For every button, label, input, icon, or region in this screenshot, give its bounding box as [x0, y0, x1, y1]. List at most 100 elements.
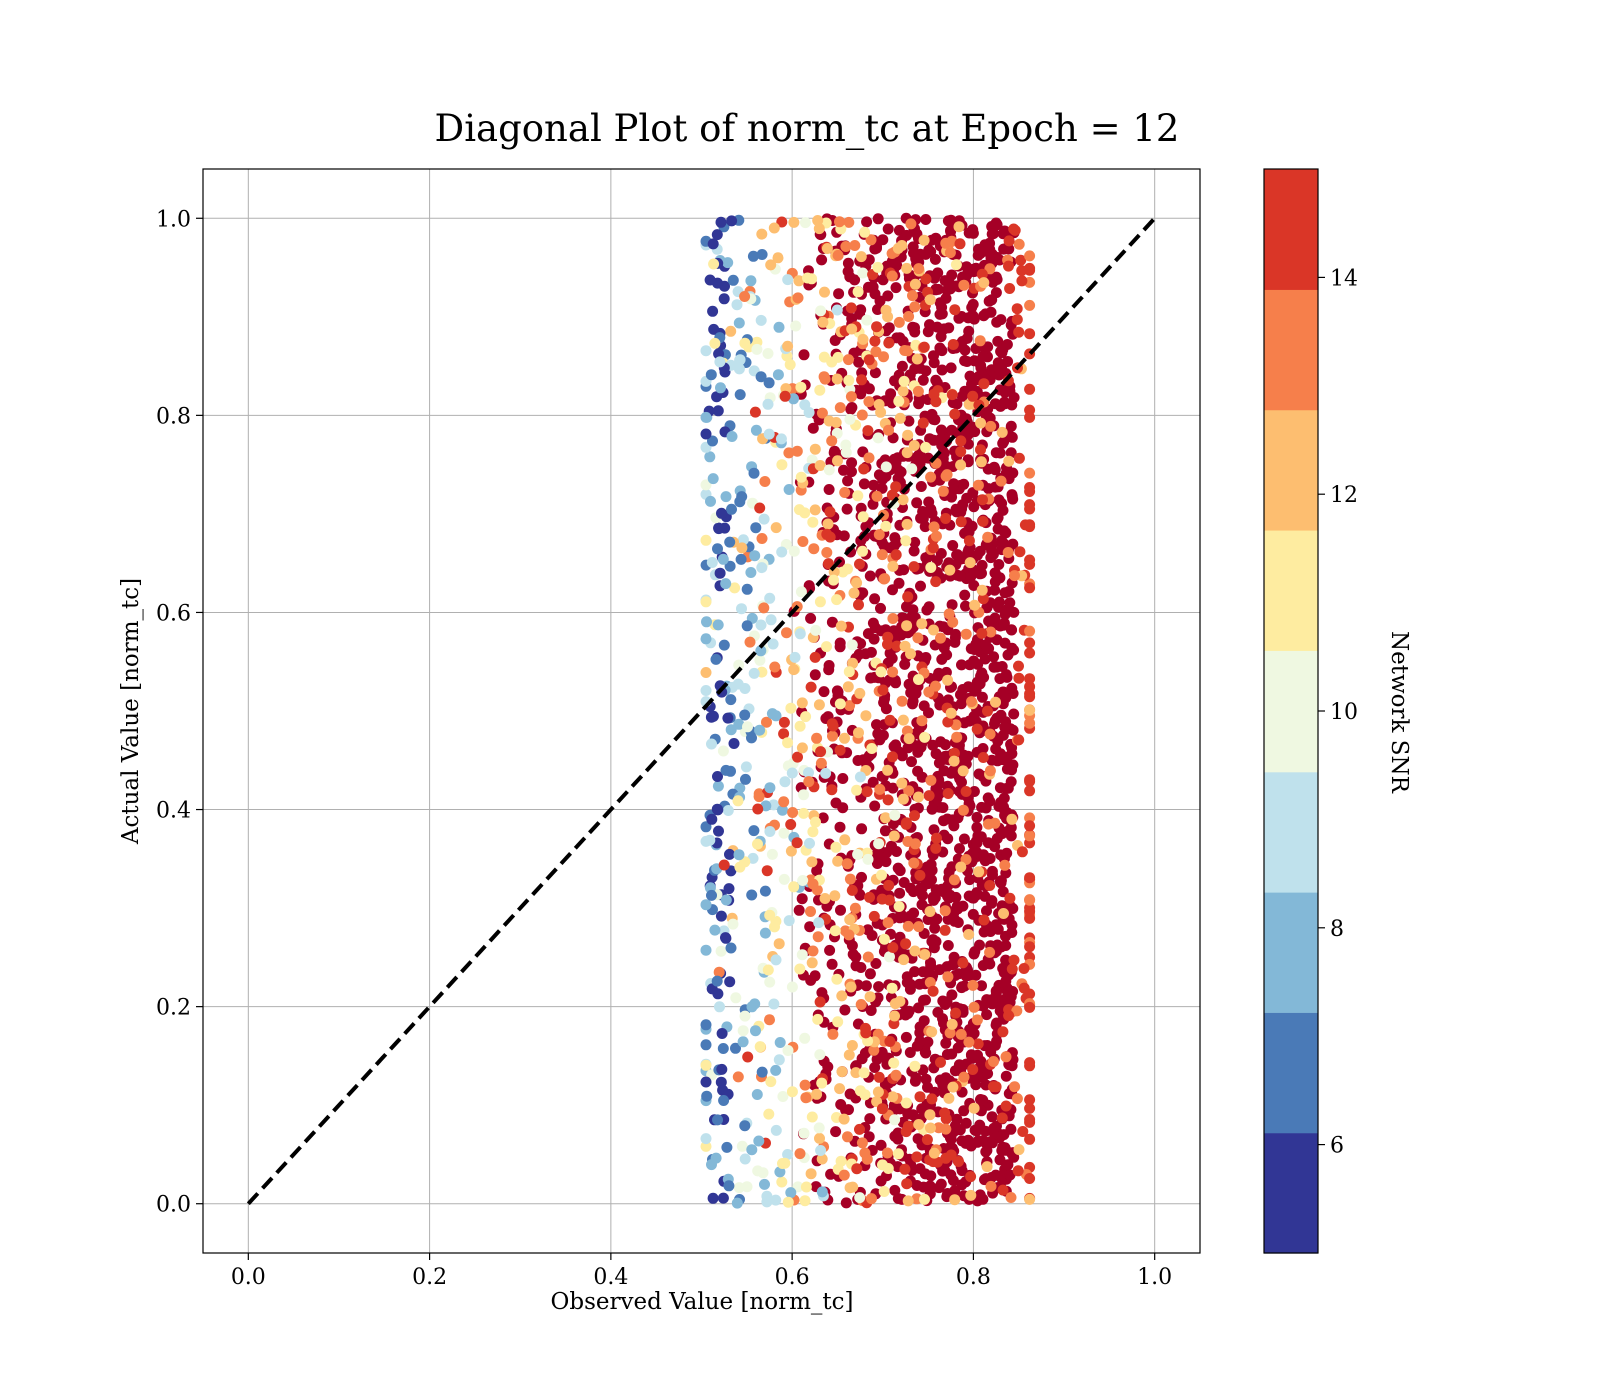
scatter-point [755, 371, 767, 383]
scatter-point [861, 786, 873, 798]
scatter-point [987, 276, 999, 288]
scatter-point [926, 803, 938, 815]
scatter-point [902, 742, 914, 754]
scatter-point [910, 1072, 922, 1084]
scatter-point [907, 241, 919, 253]
diagonal-reference-line [246, 216, 1157, 1206]
scatter-point [701, 1090, 713, 1102]
scatter-point [768, 222, 780, 234]
scatter-point [889, 1114, 901, 1126]
scatter-point [806, 856, 818, 868]
scatter-point [1005, 447, 1017, 459]
scatter-point [978, 378, 990, 390]
scatter-point [700, 1133, 712, 1145]
scatter-point [883, 879, 895, 891]
scatter-point [843, 374, 855, 386]
scatter-point [861, 216, 873, 228]
scatter-point [935, 632, 946, 644]
scatter-point [710, 1152, 722, 1164]
scatter-point [720, 894, 732, 906]
scatter-point [882, 311, 894, 323]
scatter-point [908, 561, 920, 573]
scatter-point [985, 626, 997, 638]
scatter-point [941, 1049, 953, 1060]
scatter-point [734, 354, 746, 366]
scatter-point [989, 464, 1001, 476]
scatter-point [933, 1182, 945, 1194]
scatter-point [953, 312, 965, 324]
scatter-point [965, 1189, 977, 1201]
scatter-point [982, 705, 993, 717]
scatter-point [959, 344, 971, 356]
scatter-point [940, 513, 952, 524]
scatter-point [737, 1025, 749, 1037]
scatter-point [913, 791, 924, 803]
scatter-point [707, 710, 719, 722]
scatter-point [776, 459, 788, 471]
scatter-point [706, 557, 718, 568]
scatter-point [954, 570, 966, 582]
scatter-point [975, 359, 987, 371]
scatter-point [878, 1186, 890, 1197]
scatter-point [700, 821, 712, 833]
scatter-point [832, 455, 843, 467]
scatter-point [796, 697, 808, 709]
scatter-point [791, 445, 803, 457]
scatter-point [986, 865, 998, 877]
scatter-point [712, 543, 723, 555]
scatter-point [996, 535, 1008, 547]
scatter-point [811, 732, 823, 744]
scatter-point [924, 906, 936, 917]
scatter-point [910, 253, 922, 265]
scatter-point [927, 934, 939, 946]
scatter-point [894, 865, 906, 877]
scatter-point [971, 1014, 983, 1026]
scatter-point [756, 1066, 768, 1078]
scatter-point [709, 337, 721, 349]
scatter-point [900, 938, 912, 950]
scatter-point [834, 698, 846, 710]
scatter-point [726, 503, 737, 515]
scatter-point [994, 1154, 1006, 1166]
scatter-point [927, 739, 939, 751]
scatter-point [796, 893, 808, 905]
scatter-point [896, 240, 908, 251]
scatter-point [713, 966, 725, 978]
scatter-point [967, 298, 979, 310]
scatter-point [995, 475, 1007, 487]
scatter-point [833, 288, 845, 300]
scatter-point [831, 594, 843, 606]
scatter-point [865, 234, 877, 246]
scatter-point [976, 801, 988, 813]
scatter-point [936, 364, 948, 376]
scatter-point [947, 1081, 959, 1093]
scatter-point [805, 612, 817, 624]
scatter-point [823, 660, 835, 671]
scatter-point [858, 1067, 870, 1079]
scatter-point [963, 929, 975, 940]
scatter-point [946, 1018, 958, 1030]
scatter-point [851, 784, 863, 796]
scatter-point [864, 991, 876, 1003]
scatter-points [700, 212, 1036, 1209]
colorbar-segment [1264, 169, 1318, 290]
scatter-point [926, 1026, 938, 1038]
scatter-point [700, 1059, 712, 1071]
scatter-point [890, 282, 902, 294]
scatter-point [729, 582, 741, 594]
scatter-point [778, 716, 790, 728]
scatter-point [905, 687, 917, 699]
scatter-point [999, 721, 1011, 733]
scatter-point [883, 424, 894, 436]
scatter-point [872, 304, 883, 315]
scatter-point [841, 503, 853, 515]
scatter-point [930, 842, 942, 854]
scatter-point [906, 756, 917, 768]
y-tick-label: 0.0 [156, 1193, 191, 1218]
scatter-point [914, 869, 926, 881]
scatter-point [841, 858, 853, 870]
scatter-point [745, 275, 757, 287]
scatter-point [884, 951, 895, 963]
scatter-point [919, 731, 931, 743]
scatter-point [859, 1047, 871, 1059]
